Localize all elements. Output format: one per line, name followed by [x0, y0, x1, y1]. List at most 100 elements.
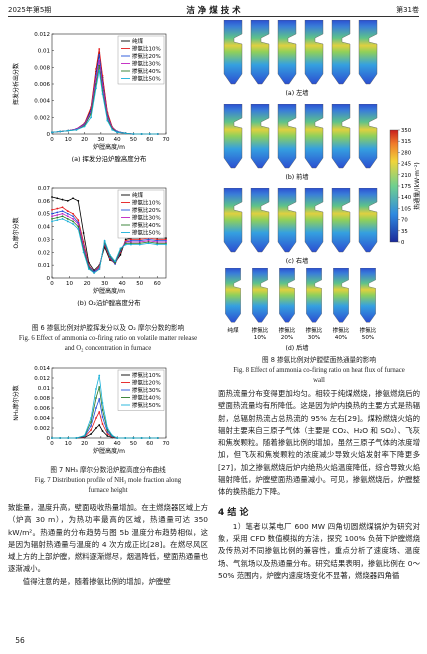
point — [124, 132, 127, 135]
chart-a: 0 0.002 0.004 0.006 0.008 0.01 0.012 0 10 20 30 40 5… — [12, 32, 170, 163]
column-label: 掺氨比 — [306, 326, 323, 334]
point — [132, 437, 135, 439]
point — [101, 402, 104, 404]
point — [61, 217, 64, 220]
point — [98, 53, 101, 56]
point — [72, 217, 74, 220]
panel-label: (c) 右墙 — [286, 257, 309, 265]
point — [95, 407, 97, 409]
point — [95, 68, 97, 70]
wall-contour — [306, 268, 322, 323]
point — [130, 242, 132, 245]
paragraph: 1）笔者以某电厂 600 MW 四角切圆燃煤锅炉为研究对象，采用 CFD 数值模… — [218, 521, 420, 580]
point — [138, 238, 141, 241]
point — [98, 411, 101, 413]
point — [51, 131, 53, 134]
section-heading: 4 结 论 — [218, 507, 249, 518]
point — [165, 242, 167, 245]
x-tick-label: 60 — [146, 137, 153, 143]
fig8-caption-cn: 图 8 掺氨比例对炉膛壁面热通量的影响 — [262, 356, 376, 364]
legend-label: 掺氨比50% — [132, 75, 161, 83]
y-tick-label: 0.01 — [38, 49, 50, 55]
colorbar-tick-label: 245 — [401, 162, 411, 168]
point — [87, 268, 90, 270]
wall-contour — [277, 188, 297, 253]
legend-label: 掺氨比30% — [132, 214, 161, 222]
point — [72, 215, 74, 218]
figure-8: 热通量/(kW·m⁻²) (a) 左墙 (b) 前墙 (c) 右墙 (d) 后墙 纯煤 掺… — [223, 20, 421, 352]
x-axis-label: 炉膛高度/m — [93, 287, 125, 295]
point — [165, 238, 167, 241]
point — [72, 223, 74, 225]
point — [93, 271, 95, 274]
point — [95, 87, 97, 90]
point — [124, 437, 127, 439]
point — [156, 238, 159, 241]
header-rule — [8, 16, 419, 17]
panel-label: (b) 前墙 — [285, 173, 308, 181]
point — [67, 437, 70, 439]
point — [77, 219, 80, 222]
point — [156, 243, 159, 246]
wall-contour — [331, 20, 351, 85]
point — [66, 199, 69, 202]
point — [98, 386, 101, 388]
wall-contour — [250, 188, 270, 253]
wall-contour — [358, 20, 378, 85]
legend-label: 掺氨比10% — [132, 371, 161, 379]
point — [95, 427, 97, 429]
wall-contour — [360, 268, 376, 323]
point — [95, 388, 97, 390]
point — [56, 207, 59, 210]
point — [66, 212, 69, 215]
point — [83, 434, 86, 437]
colorbar-tick-label: 210 — [401, 173, 412, 179]
point — [106, 427, 109, 429]
plot-frame — [51, 187, 167, 279]
x-tick-label: 0 — [50, 281, 54, 287]
y-tick-label: 0.014 — [34, 366, 50, 372]
point — [98, 398, 101, 400]
x-tick-label: 10 — [65, 137, 72, 143]
point — [72, 212, 74, 215]
point — [140, 133, 143, 135]
point — [90, 433, 92, 435]
series-line — [52, 424, 158, 439]
point — [156, 241, 159, 243]
x-tick-label: 30 — [101, 281, 108, 287]
wall-contour — [225, 268, 241, 323]
point — [98, 424, 101, 426]
point — [124, 239, 127, 242]
x-tick-label: 10 — [65, 441, 72, 447]
colorbar-tick-label: 140 — [401, 195, 412, 201]
point — [147, 238, 150, 241]
point — [111, 434, 114, 437]
point — [119, 253, 122, 256]
wall-contour — [333, 268, 349, 323]
point — [106, 119, 109, 122]
point — [72, 197, 74, 200]
point — [82, 232, 85, 234]
point — [61, 210, 64, 213]
y-tick-label: 0.006 — [34, 406, 50, 412]
wall-contour — [304, 104, 324, 169]
point — [56, 216, 59, 219]
point — [98, 59, 101, 62]
x-tick-label: 0 — [50, 441, 54, 447]
point — [77, 223, 80, 225]
point — [90, 425, 92, 427]
wall-contour — [250, 20, 270, 85]
point — [59, 437, 62, 439]
point — [165, 237, 167, 240]
point — [108, 253, 111, 256]
wall-contour — [250, 104, 270, 169]
fig7-caption-cn: 图 7 NH₃ 摩尔分数沿炉膛高度分布曲线 — [50, 466, 166, 474]
colorbar-tick-label: 315 — [401, 139, 411, 145]
point — [98, 64, 101, 67]
point — [56, 214, 59, 216]
point — [156, 242, 159, 245]
point — [106, 435, 109, 437]
point — [98, 69, 101, 72]
point — [83, 125, 86, 128]
x-axis-label: 炉膛高度/m — [93, 143, 125, 151]
